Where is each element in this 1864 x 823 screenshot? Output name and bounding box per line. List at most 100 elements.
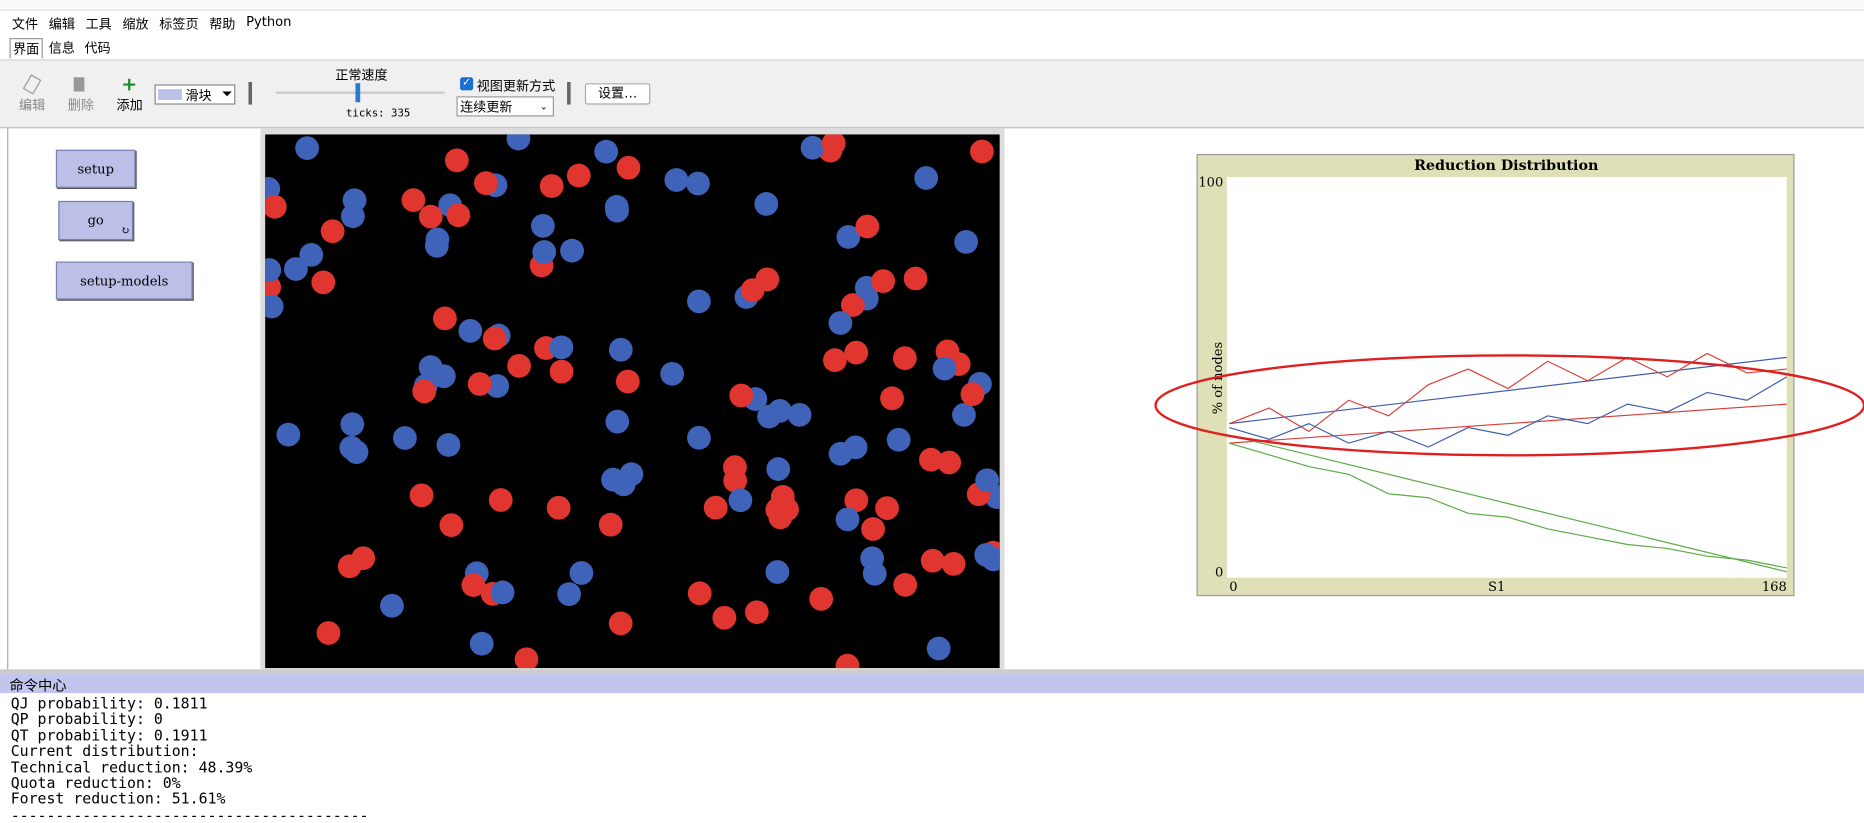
- view-update-label: 视图更新方式: [476, 78, 556, 94]
- series-line: [1229, 376, 1788, 448]
- speed-thumb[interactable]: [355, 83, 361, 103]
- turtle: [886, 427, 911, 452]
- tab[interactable]: 代码: [84, 40, 111, 56]
- series-line: [1229, 352, 1787, 433]
- setup-models-button[interactable]: setup-models: [55, 261, 193, 300]
- turtle: [380, 593, 404, 618]
- plot-title: Reduction Distribution: [1414, 158, 1599, 174]
- dropdown-arrow: [222, 91, 232, 102]
- turtle: [461, 573, 486, 597]
- edit-button[interactable]: 编辑: [19, 97, 46, 113]
- turtle: [409, 483, 434, 508]
- menu-item[interactable]: 帮助: [209, 16, 236, 33]
- update-mode-dropdown[interactable]: 连续更新 ⌄: [456, 96, 554, 117]
- turtle: [835, 507, 860, 532]
- turtle: [840, 293, 865, 317]
- turtle: [728, 488, 753, 513]
- menu-item[interactable]: 标签页: [159, 16, 199, 33]
- turtle: [844, 488, 869, 513]
- turtle: [566, 163, 591, 188]
- speed-track: [275, 91, 445, 94]
- separator: [248, 82, 253, 105]
- turtle: [425, 227, 450, 252]
- turtle: [605, 409, 630, 434]
- turtle: [340, 412, 365, 437]
- add-button[interactable]: 添加: [116, 97, 143, 113]
- turtle: [664, 168, 689, 192]
- settings-button[interactable]: 设置…: [584, 83, 651, 105]
- turtle: [765, 560, 790, 584]
- trend-line: [1229, 356, 1787, 425]
- turtle: [893, 572, 918, 597]
- menu-item[interactable]: 工具: [85, 16, 112, 33]
- view-update-checkbox[interactable]: ✓: [460, 77, 474, 91]
- turtle: [601, 467, 625, 492]
- turtle: [546, 495, 571, 520]
- turtle: [843, 435, 868, 460]
- turtle: [412, 379, 437, 404]
- turtle: [458, 319, 483, 343]
- add-icon: +: [121, 72, 138, 96]
- turtle: [265, 294, 284, 319]
- widget-type: 滑块: [185, 87, 212, 104]
- turtle: [316, 621, 341, 645]
- turtle: [569, 561, 594, 585]
- turtle: [594, 139, 619, 164]
- tab[interactable]: 界面: [9, 38, 43, 59]
- turtle: [920, 548, 945, 573]
- plot-layer: Reduction Distribution S1 % of nodes 010…: [1154, 153, 1864, 597]
- tab[interactable]: 信息: [48, 40, 75, 56]
- menu-item[interactable]: Python: [246, 14, 292, 30]
- turtle: [608, 611, 633, 636]
- turtle: [892, 346, 917, 371]
- turtle: [265, 176, 281, 201]
- turtle: [687, 425, 711, 450]
- menu-item[interactable]: 缩放: [122, 16, 149, 33]
- turtle: [482, 326, 507, 351]
- menu-item[interactable]: 文件: [11, 16, 39, 33]
- world-view: [265, 134, 1000, 669]
- turtle: [787, 403, 812, 427]
- turtle: [598, 512, 623, 537]
- command-center-title: 命令中心: [9, 677, 67, 695]
- turtle: [660, 361, 685, 386]
- turtle: [862, 561, 887, 586]
- turtle: [844, 340, 869, 365]
- turtle: [485, 374, 510, 398]
- turtle: [755, 267, 780, 292]
- turtle: [469, 631, 494, 656]
- turtle: [687, 581, 712, 606]
- command-center-header: 命令中心: [0, 674, 1864, 695]
- turtle: [311, 270, 336, 295]
- output-line: Forest reduction: 51.61%: [10, 789, 226, 808]
- turtle: [351, 546, 376, 571]
- turtle: [835, 653, 860, 669]
- highlight-ellipse: [1154, 354, 1864, 457]
- y-tick-label: 100: [1198, 176, 1223, 191]
- output-line: Quota reduction: 0%: [10, 773, 181, 792]
- turtle: [295, 136, 319, 161]
- border: [7, 128, 9, 670]
- widget-dropdown[interactable]: 滑块: [154, 84, 236, 105]
- turtle: [754, 192, 779, 216]
- toolbar: 编辑 删除 + 添加 滑块 正常速度 ticks: 335 ✓ 视图更新方式 连…: [0, 60, 1864, 129]
- menu-item[interactable]: 编辑: [48, 16, 75, 33]
- x-tick-label: 168: [1762, 580, 1787, 595]
- turtle: [744, 600, 769, 625]
- turtle: [605, 198, 629, 223]
- turtle: [880, 386, 904, 411]
- turtle: [836, 225, 861, 249]
- delete-button[interactable]: 删除: [67, 97, 94, 113]
- delete-icon: [73, 77, 85, 92]
- x-tick-label: 0: [1229, 580, 1237, 595]
- turtle: [768, 505, 793, 530]
- setup-button[interactable]: setup: [55, 149, 136, 188]
- output-line: ----------------------------------------: [10, 805, 369, 823]
- output-line: Current distribution:: [10, 742, 199, 760]
- turtle: [723, 455, 747, 480]
- turtle: [444, 148, 469, 173]
- turtle: [729, 383, 754, 408]
- turtle: [875, 496, 899, 520]
- turtle: [809, 586, 834, 611]
- go-button[interactable]: go ↻: [58, 200, 134, 241]
